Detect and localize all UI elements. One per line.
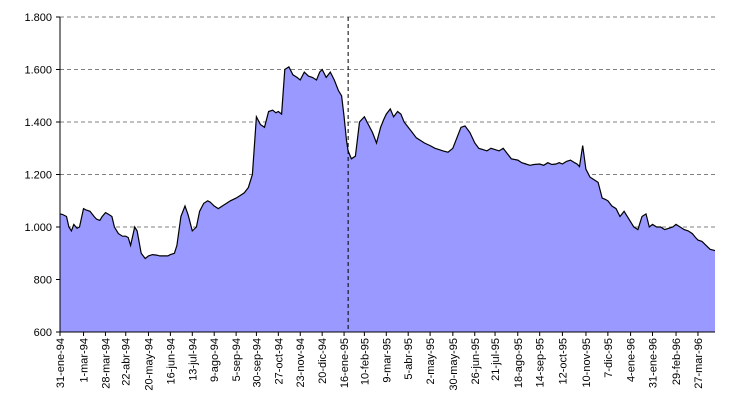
x-tick-label: 9-ago-94 xyxy=(209,338,221,382)
x-tick-label: 5-sep-94 xyxy=(231,338,243,381)
x-tick-label: 20-may-94 xyxy=(143,338,155,391)
x-tick-label: 27-oct-94 xyxy=(273,338,285,384)
x-tick-label: 2-may-95 xyxy=(425,338,437,384)
x-tick-label: 21-jul-95 xyxy=(490,338,502,381)
x-tick-label: 10-nov-95 xyxy=(581,338,593,388)
x-tick-label: 16-jun-94 xyxy=(165,338,177,384)
y-tick-label: 1.600 xyxy=(24,65,52,77)
x-tick-label: 10-feb-95 xyxy=(359,338,371,385)
x-tick-label: 7-dic-95 xyxy=(603,338,615,378)
x-tick-label: 28-mar-94 xyxy=(100,338,112,389)
x-tick-label: 22-abr-94 xyxy=(121,338,133,386)
x-tick-label: 30-may-95 xyxy=(448,338,460,391)
series-area xyxy=(59,66,716,333)
x-tick-label: 14-sep-95 xyxy=(535,338,547,388)
y-tick-label: 600 xyxy=(34,327,52,339)
y-tick-label: 800 xyxy=(34,275,52,287)
x-tick-label: 20-dic-94 xyxy=(317,338,329,384)
x-tick-label: 18-ago-95 xyxy=(513,338,525,388)
y-tick-label: 1.400 xyxy=(24,117,52,129)
x-tick-label: 4-ene-96 xyxy=(626,338,638,382)
x-tick-label: 29-feb-96 xyxy=(671,338,683,385)
x-tick-label: 23-nov-94 xyxy=(295,338,307,388)
x-tick-labels: 31-ene-94 1-mar-94 28-mar-94 22-abr-94 20-ma… xyxy=(55,338,705,391)
x-tick-label: 26-jun-95 xyxy=(470,338,482,384)
x-tick-label: 5-abr-95 xyxy=(403,338,415,380)
series-area-fill xyxy=(60,66,715,333)
y-tick-labels: 600 800 1.000 1.200 1.400 1.600 1.800 xyxy=(24,12,52,339)
y-tick-label: 1.000 xyxy=(24,222,52,234)
y-tick-label: 1.200 xyxy=(24,170,52,182)
x-tick-label: 30-sep-94 xyxy=(251,338,263,388)
y-tick-label: 1.800 xyxy=(24,12,52,24)
x-tick-label: 16-ene-95 xyxy=(339,338,351,388)
series-line xyxy=(59,66,716,260)
x-tick-label: 31-ene-94 xyxy=(55,338,67,388)
axes xyxy=(56,16,715,336)
x-tick-label: 12-oct-95 xyxy=(557,338,569,384)
x-tick-label: 1-mar-94 xyxy=(79,338,91,383)
x-tick-label: 31-ene-96 xyxy=(648,338,660,388)
x-tick-label: 9-mar-95 xyxy=(381,338,393,383)
x-tick-label: 27-mar-96 xyxy=(693,338,705,389)
x-tick-label: 13-jul-94 xyxy=(187,338,199,381)
